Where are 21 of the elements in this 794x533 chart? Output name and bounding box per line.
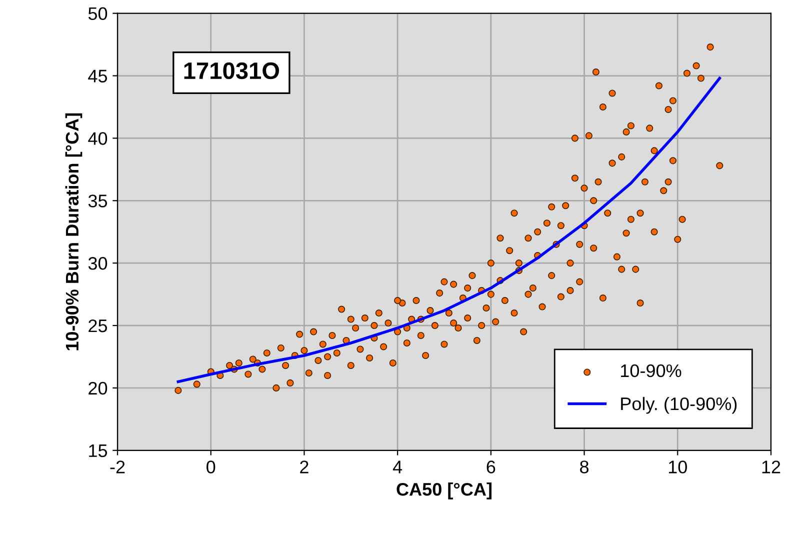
y-tick-label: 35 [88,194,108,208]
legend-label: Poly. (10-90%) [621,396,737,414]
x-tick-label: 6 [486,460,496,474]
y-tick-label: 45 [88,70,108,82]
y-tick-label: 30 [88,257,108,270]
y-tick-label: 40 [88,132,108,145]
x-tick-label: 12 [762,460,780,474]
x-tick-label: 10 [668,460,687,474]
legend-label: 10-90% [621,364,682,378]
y-tick-label: 20 [88,382,108,395]
x-tick-label: 2 [300,460,308,474]
y-tick-label: 50 [88,7,108,20]
annotation: 171031O [184,62,280,80]
x-tick-label: 4 [392,460,402,474]
x-tick-label: 8 [580,460,589,474]
x-tick-label: 0 [206,460,216,474]
x-axis-title: CA50 [°CA] [396,482,492,500]
x-tick-label: -2 [110,460,125,474]
y-tick-label: 15 [89,444,108,458]
y-axis-title: 10-90% Burn Duration [°CA] [65,113,82,350]
y-tick-label: 25 [88,319,108,332]
